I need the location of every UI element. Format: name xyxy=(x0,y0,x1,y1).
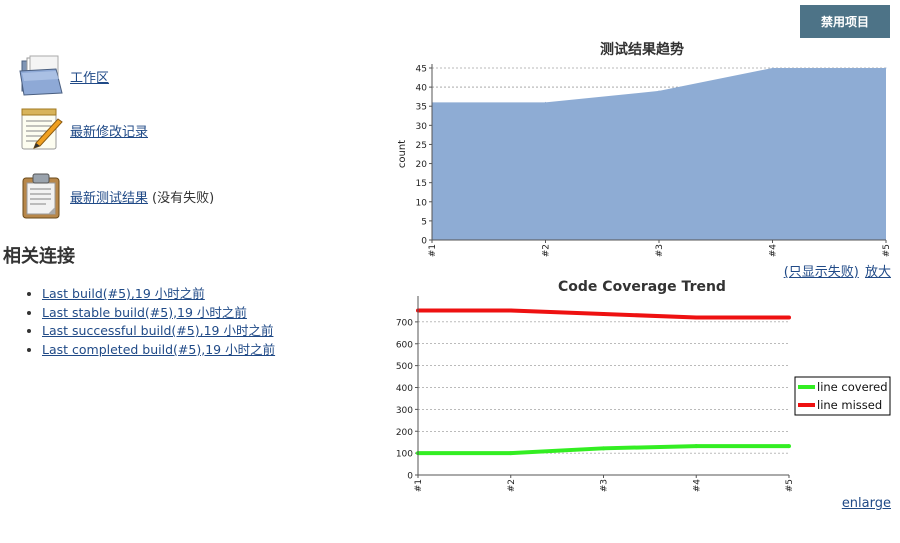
chart-title: 测试结果趋势 xyxy=(600,41,684,58)
last-successful-build-link[interactable]: Last successful build(#5),19 小时之前 xyxy=(42,323,274,338)
legend-box xyxy=(794,376,891,416)
code-coverage-trend-chart[interactable]: Code Coverage Trend 0 100 200 300 400 500 600 70… xyxy=(396,279,891,493)
enlarge-test-chart-link[interactable]: 放大 xyxy=(864,265,891,280)
disable-project-button[interactable]: 禁用项目 xyxy=(800,5,890,38)
last-stable-build-link[interactable]: Last stable build(#5),19 小时之前 xyxy=(42,304,247,320)
folder-icon xyxy=(19,55,63,96)
data-point xyxy=(601,446,606,451)
legend-label: line covered xyxy=(817,380,888,394)
data-point xyxy=(885,67,887,69)
area-series xyxy=(432,68,886,240)
list-item: Last completed build(#5),19 小时之前 xyxy=(42,341,275,360)
x-tick-label: #5 xyxy=(882,244,892,257)
test-chart-links: (只显示失败) 放大 xyxy=(782,261,891,280)
y-tick-label: 45 xyxy=(416,65,427,75)
y-tick-label: 100 xyxy=(396,450,413,460)
data-point xyxy=(787,315,791,320)
clipboard-icon xyxy=(22,173,60,219)
x-tick-label: #1 xyxy=(428,244,438,257)
y-tick-label: 0 xyxy=(421,237,427,247)
data-point xyxy=(601,312,606,316)
x-tick-label: #4 xyxy=(692,479,702,493)
chart-title: Code Coverage Trend xyxy=(558,279,726,295)
x-tick-label: #2 xyxy=(507,479,517,492)
y-tick-label: 25 xyxy=(416,141,427,151)
y-tick-label: 0 xyxy=(407,472,413,482)
list-item: Last successful build(#5),19 小时之前 xyxy=(42,322,275,341)
y-tick-label: 500 xyxy=(396,362,413,372)
workspace-link[interactable]: 工作区 xyxy=(70,70,110,86)
y-tick-label: 30 xyxy=(416,122,428,132)
x-tick-label: #5 xyxy=(785,479,795,492)
data-point xyxy=(508,308,513,313)
x-tick-label: #4 xyxy=(769,244,779,258)
notepad-icon xyxy=(21,108,63,150)
list-item: Last stable build(#5),19 小时之前 xyxy=(42,304,275,323)
last-build-link[interactable]: Last build(#5),19 小时之前 xyxy=(42,286,205,301)
task-changes: 最新修改记录 xyxy=(18,107,148,153)
y-axis-label: count xyxy=(397,140,408,168)
y-tick-label: 5 xyxy=(421,217,427,227)
y-tick-label: 10 xyxy=(416,198,428,208)
data-point xyxy=(694,444,699,449)
enlarge-coverage-chart-link[interactable]: enlarge xyxy=(841,496,891,511)
y-tick-label: 400 xyxy=(396,384,413,394)
related-links-list: Last build(#5),19 小时之前 Last stable build… xyxy=(24,285,275,359)
y-tick-label: 15 xyxy=(416,179,427,189)
changes-link[interactable]: 最新修改记录 xyxy=(70,124,149,140)
data-point xyxy=(508,451,513,456)
related-links-title: 相关连接 xyxy=(3,246,75,267)
data-point xyxy=(545,101,546,103)
test-result-trend-chart[interactable]: 测试结果趋势 0 5 10 15 20 25 30 35 40 45 #1 #2 #3 #4 #5 count xyxy=(397,41,892,257)
only-failures-link[interactable]: (只显示失败) xyxy=(783,265,859,280)
task-test-results: 最新测试结果 (没有失败) xyxy=(18,172,214,220)
data-point xyxy=(658,90,660,92)
x-tick-label: #2 xyxy=(542,244,552,257)
y-tick-label: 300 xyxy=(396,406,413,416)
y-tick-label: 600 xyxy=(396,340,413,350)
data-point xyxy=(694,315,699,320)
y-tick-label: 20 xyxy=(416,160,428,170)
test-results-note: (没有失败) xyxy=(152,190,215,206)
y-tick-label: 35 xyxy=(416,103,427,113)
last-completed-build-link[interactable]: Last completed build(#5),19 小时之前 xyxy=(42,341,276,357)
data-point xyxy=(787,444,791,449)
y-tick-label: 200 xyxy=(396,428,413,438)
data-point xyxy=(772,67,773,69)
coverage-chart-links: enlarge xyxy=(842,496,891,511)
x-tick-label: #3 xyxy=(655,244,665,257)
list-item: Last build(#5),19 小时之前 xyxy=(42,285,275,304)
test-results-link[interactable]: 最新测试结果 xyxy=(70,190,149,206)
legend-label: line missed xyxy=(817,398,882,412)
y-tick-label: 700 xyxy=(396,318,413,328)
x-tick-label: #1 xyxy=(414,479,424,492)
x-tick-label: #3 xyxy=(600,479,610,492)
y-tick-label: 40 xyxy=(416,84,428,94)
task-workspace: 工作区 xyxy=(18,55,109,97)
